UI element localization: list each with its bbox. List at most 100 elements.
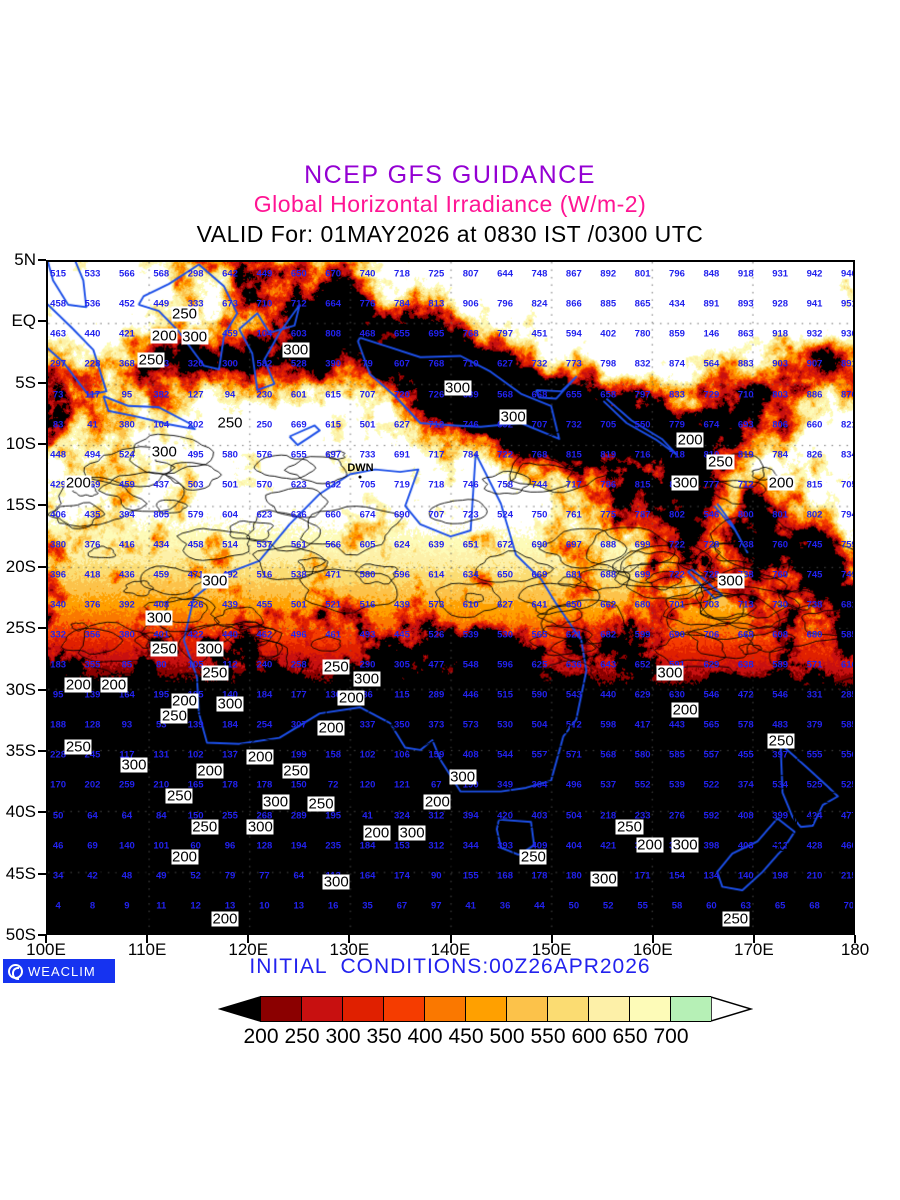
grid-value-label: 469 [84,479,101,491]
grid-value-label: 651 [462,539,479,551]
contour-level-label: 250 [519,848,547,866]
grid-value-label: 168 [497,870,514,882]
grid-value-label: 443 [669,719,685,731]
city-marker-dot [564,737,568,741]
grid-value-label: 931 [772,268,789,280]
grid-value-label: 202 [84,779,101,791]
grid-value-label: 806 [772,419,789,431]
grid-value-label: 815 [806,479,823,491]
grid-value-label: 105 [187,659,204,671]
grid-value-label: 564 [703,358,720,370]
grid-value-label: 289 [428,689,445,701]
grid-value-label: 332 [50,629,67,641]
grid-value-label: 440 [222,629,238,641]
colorbar-cell [260,996,301,1022]
grid-value-label: 324 [394,810,410,821]
grid-value-label: 690 [531,539,548,551]
contour-level-label: 300 [671,836,699,854]
logo-label: WEACLIM [28,963,96,979]
grid-value-label: 349 [497,779,514,791]
grid-value-label: 127 [187,389,204,401]
grid-value-label: 60 [706,900,717,912]
grid-value-label: 750 [531,509,548,521]
grid-value-label: 276 [669,810,685,821]
grid-value-label: 801 [634,268,651,280]
grid-value-label: 699 [634,539,651,551]
grid-value-label: 568 [497,389,514,401]
grid-value-label: 722 [497,449,514,461]
grid-value-label: 165 [187,779,204,791]
grid-value-label: 672 [497,539,514,551]
grid-value-label: 720 [394,389,410,401]
grid-value-label: 159 [428,749,445,761]
map-plot-area[interactable]: 515 533 566 568 298 642 449 650 670 740 718 725 807 6… [46,260,855,935]
y-axis-label: 45S [5,863,36,883]
grid-value-label: 801 [772,509,789,521]
grid-value-label: 112 [222,659,238,671]
grid-value-label: 796 [497,298,514,310]
grid-value-label: 69 [87,840,98,852]
grid-value-label: 780 [634,328,651,340]
grid-value-label: 516 [256,569,273,581]
contour-level-label: 300 [145,609,173,627]
grid-value-label: 668 [531,389,548,401]
grid-value-label: 891 [703,298,720,310]
grid-value-label: 440 [600,689,617,701]
grid-value-label: 202 [187,419,204,431]
colorbar-cell [506,996,547,1022]
grid-value-label: 638 [737,659,754,671]
colorbar-ticklabels: 200 250 300 350 400 450 500 550 600 650 700 [218,1025,753,1051]
grid-value-label: 697 [325,449,342,461]
grid-value-label: 682 [600,629,617,641]
grid-value-label: 184 [256,689,273,701]
grid-value-label: 761 [565,509,582,521]
grid-value-label: 512 [565,719,582,731]
grid-value-label: 504 [531,719,548,731]
grid-value-label: 140 [222,689,238,701]
grid-value-label: 624 [394,539,410,551]
grid-value-label: 67 [431,779,442,791]
grid-value-label: 936 [840,328,853,340]
grid-value-label: 394 [118,509,135,521]
grid-value-label: 97 [431,900,442,912]
title-block: NCEP GFS GUIDANCE Global Horizontal Irra… [0,160,900,249]
grid-value-label: 496 [290,629,307,641]
grid-value-label: 746 [462,479,479,491]
grid-value-label: 44 [534,900,545,912]
x-axis-tick [247,935,250,943]
grid-value-label: 101 [153,840,170,852]
grid-value-label: 459 [222,328,238,340]
contour-level-label: 200 [211,910,239,928]
contour-label-layer: 250 200 300 300 250 300 300 250 300 200 250 200 300 2… [48,262,853,933]
grid-value-label: 451 [531,328,548,340]
grid-value-label: 477 [840,810,853,821]
grid-value-label: 198 [772,870,789,882]
contour-level-label: 250 [307,795,335,813]
grid-value-label: 240 [256,659,273,671]
grid-value-label: 494 [84,449,101,461]
grid-value-label: 320 [187,358,204,370]
grid-value-label: 106 [394,749,410,761]
grid-value-label: 712 [428,419,445,431]
grid-value-label: 230 [256,389,273,401]
grid-value-label: 174 [394,870,410,882]
grid-value-label: 784 [394,298,410,310]
contour-level-label: 300 [120,756,148,774]
value-label-layer: 515 533 566 568 298 642 449 650 670 740 718 725 807 6… [48,262,853,933]
grid-value-label: 401 [153,629,170,641]
grid-value-label: 128 [256,840,273,852]
grid-value-label: 435 [84,509,101,521]
colorbar-cell [588,996,629,1022]
grid-value-label: 64 [87,810,98,821]
grid-value-label: 139 [187,719,204,731]
grid-value-label: 697 [565,539,582,551]
grid-value-label: 501 [222,479,238,491]
grid-value-label: 79 [224,870,236,882]
grid-value-label: 585 [669,749,685,761]
grid-value-label: 501 [290,599,307,611]
city-marker-dot [543,755,547,759]
contour-level-label: 300 [499,408,527,426]
grid-value-label: 681 [840,599,853,611]
grid-value-label: 885 [600,298,617,310]
